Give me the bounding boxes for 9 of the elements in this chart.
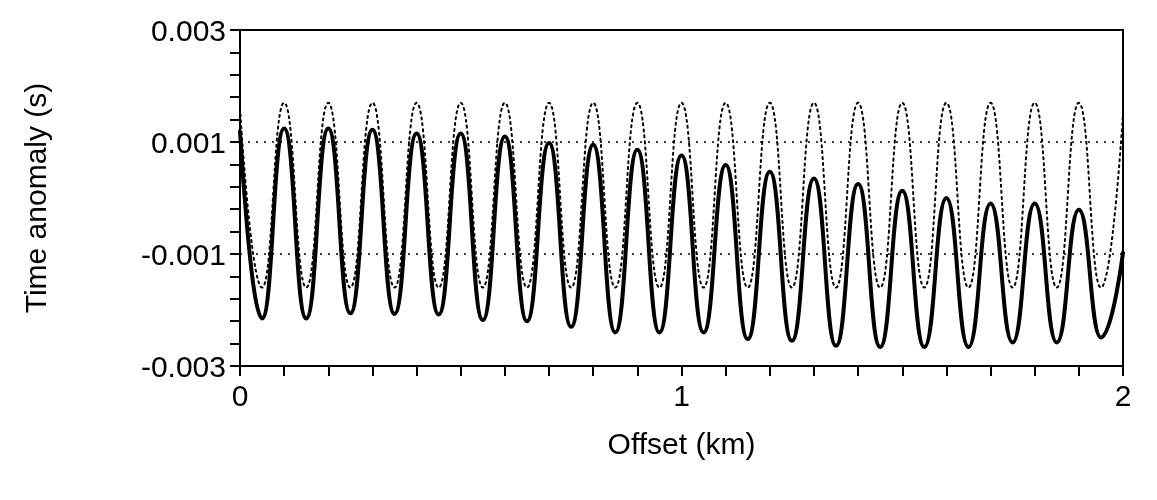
- y-tick-label: 0.001: [150, 125, 226, 159]
- x-tick-label: 0: [231, 378, 249, 412]
- x-axis-title: Offset (km): [607, 426, 756, 460]
- y-tick-label: 0.003: [150, 13, 226, 47]
- y-tick-label: -0.003: [140, 349, 226, 383]
- y-axis-title: Time anomaly (s): [18, 82, 52, 314]
- x-tick-label: 2: [1114, 378, 1132, 412]
- x-tick-label: 1: [673, 378, 690, 412]
- y-tick-label: -0.001: [140, 237, 226, 271]
